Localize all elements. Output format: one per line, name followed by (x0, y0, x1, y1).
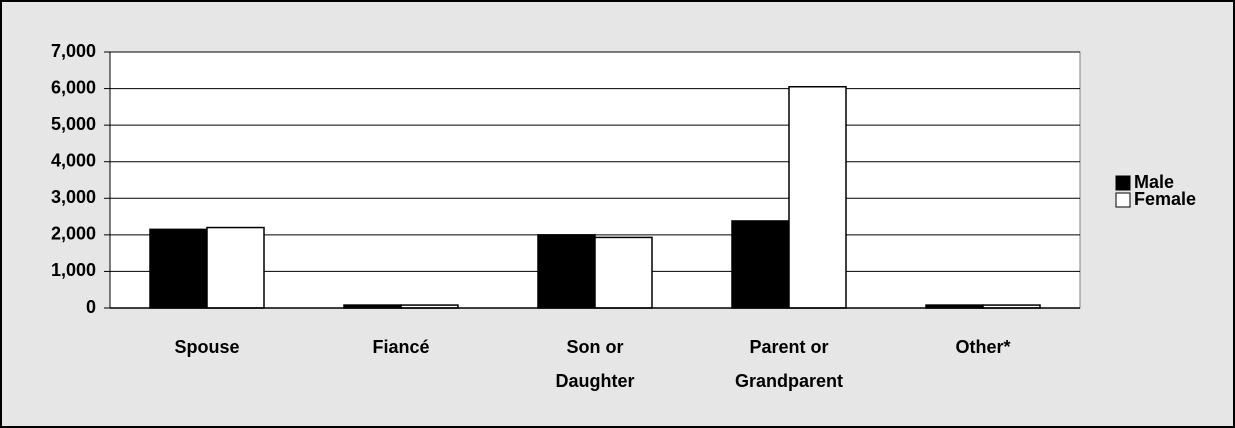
y-tick-label: 0 (86, 297, 96, 317)
y-tick-label: 7,000 (51, 41, 96, 61)
legend-label: Male (1134, 172, 1174, 192)
bar (206, 226, 265, 309)
y-tick-label: 1,000 (51, 260, 96, 280)
x-tick-label: Parent or Grandparent (734, 337, 844, 391)
y-tick-label: 3,000 (51, 187, 96, 207)
y-tick-label: 2,000 (51, 224, 96, 244)
y-tick-label: 4,000 (51, 150, 96, 170)
y-tick-label: 6,000 (51, 77, 96, 97)
bar (537, 234, 596, 309)
legend-swatch (1115, 192, 1131, 208)
bar (149, 228, 208, 309)
x-tick-label: Son or Daughter (555, 337, 635, 391)
legend-label: Female (1134, 189, 1196, 209)
x-tick-label: Fiancé (372, 337, 430, 357)
x-tick-label: Other* (955, 337, 1011, 357)
bar (731, 220, 790, 309)
x-tick-label: Spouse (174, 337, 240, 357)
bar (594, 236, 653, 309)
legend-swatch (1115, 175, 1131, 191)
y-tick-label: 5,000 (51, 114, 96, 134)
bar (788, 85, 847, 309)
